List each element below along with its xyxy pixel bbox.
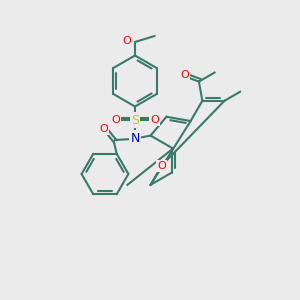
Text: O: O xyxy=(150,115,159,125)
Text: O: O xyxy=(99,124,108,134)
Text: N: N xyxy=(130,131,140,145)
Text: O: O xyxy=(157,160,166,171)
Text: O: O xyxy=(111,115,120,125)
Text: O: O xyxy=(122,35,131,46)
Text: O: O xyxy=(180,70,189,80)
Text: S: S xyxy=(131,113,139,127)
